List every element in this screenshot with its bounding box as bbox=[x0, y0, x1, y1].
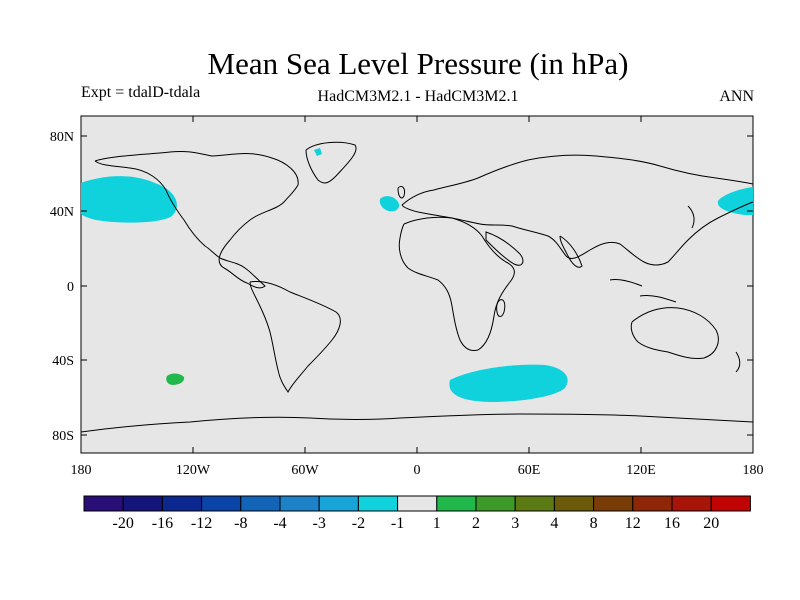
longitude-ticks bbox=[192, 116, 642, 453]
colorbar-swatch-8 bbox=[397, 495, 438, 512]
colorbar-label-2: -12 bbox=[191, 515, 212, 532]
season-label: ANN bbox=[719, 88, 754, 105]
lon-label-120e: 120E bbox=[626, 463, 656, 478]
lon-label-120w: 120W bbox=[176, 463, 211, 478]
colorbar-swatch-13 bbox=[593, 495, 634, 512]
anomaly-patch-south-pacific bbox=[166, 373, 185, 385]
lat-label-40s: 40S bbox=[52, 354, 74, 369]
colorbar-swatch-4 bbox=[240, 495, 281, 512]
colorbar-label-3: -8 bbox=[234, 515, 247, 532]
lon-label-0: 0 bbox=[414, 463, 421, 478]
colorbar-label-7: -1 bbox=[391, 515, 404, 532]
colorbar-label-6: -2 bbox=[352, 515, 365, 532]
colorbar-swatch-12 bbox=[553, 495, 595, 512]
experiment-label: Expt = tdalD-tdala bbox=[81, 84, 201, 101]
colorbar-swatch-2 bbox=[161, 495, 203, 512]
colorbar-swatch-10 bbox=[475, 495, 516, 512]
anomaly-patch-north-pacific-west bbox=[81, 176, 177, 223]
colorbar: -20 -16 -12 -8 -4 -3 -2 -1 1 2 3 4 8 12 16 20 bbox=[83, 495, 751, 532]
lat-label-80s: 80S bbox=[52, 429, 74, 444]
lat-label-0: 0 bbox=[67, 280, 74, 295]
colorbar-swatch-0 bbox=[83, 495, 124, 512]
colorbar-swatch-6 bbox=[318, 495, 359, 512]
lon-label-180e: 180 bbox=[743, 463, 764, 478]
coastlines bbox=[80, 141, 754, 433]
colorbar-swatch-9 bbox=[436, 495, 477, 512]
map-background bbox=[80, 115, 754, 454]
colorbar-label-5: -3 bbox=[313, 515, 326, 532]
lat-label-40n: 40N bbox=[50, 205, 74, 220]
colorbar-label-9: 2 bbox=[472, 515, 480, 532]
colorbar-swatch-1 bbox=[122, 495, 163, 512]
colorbar-swatch-15 bbox=[671, 495, 712, 512]
lon-label-60e: 60E bbox=[518, 463, 541, 478]
colorbar-label-8: 1 bbox=[433, 515, 441, 532]
colorbar-label-12: 8 bbox=[590, 515, 598, 532]
colorbar-swatch-7 bbox=[357, 495, 399, 512]
colorbar-swatch-5 bbox=[279, 495, 320, 512]
lat-label-80n: 80N bbox=[50, 130, 74, 145]
colorbar-label-15: 20 bbox=[703, 515, 719, 532]
colorbar-swatch-16 bbox=[710, 495, 751, 512]
colorbar-label-11: 4 bbox=[550, 515, 558, 532]
colorbar-label-14: 16 bbox=[664, 515, 680, 532]
colorbar-label-1: -16 bbox=[152, 515, 173, 532]
colorbar-swatch-14 bbox=[632, 495, 673, 512]
lon-label-60w: 60W bbox=[291, 463, 319, 478]
map-title: Mean Sea Level Pressure (in hPa) bbox=[207, 46, 629, 81]
latitude-ticks bbox=[81, 135, 753, 436]
colorbar-swatch-3 bbox=[201, 495, 242, 512]
anomaly-patch-southern-ocean bbox=[449, 364, 568, 402]
lon-label-180w: 180 bbox=[71, 463, 92, 478]
anomaly-patch-north-pacific-east bbox=[717, 187, 753, 215]
colorbar-label-10: 3 bbox=[511, 515, 519, 532]
model-comparison-label: HadCM3M2.1 - HadCM3M2.1 bbox=[317, 88, 519, 105]
colorbar-swatch-11 bbox=[514, 495, 555, 512]
anomaly-patch-greenland bbox=[314, 148, 322, 156]
colorbar-label-4: -4 bbox=[273, 515, 286, 532]
anomaly-patch-north-atlantic bbox=[379, 196, 400, 212]
colorbar-label-0: -20 bbox=[113, 515, 134, 532]
colorbar-label-13: 12 bbox=[625, 515, 641, 532]
